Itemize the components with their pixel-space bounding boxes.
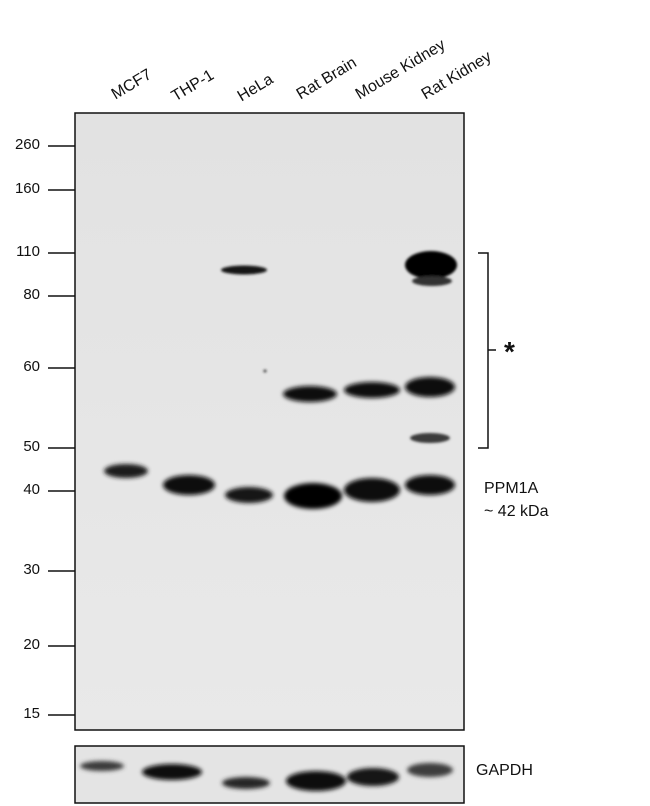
band-ns55-rat-kidney <box>405 377 455 397</box>
gapdh-bands <box>80 761 453 791</box>
gapdh-label: GAPDH <box>476 762 533 779</box>
mw-label-15: 15 <box>23 705 40 722</box>
main-membrane <box>74 112 465 731</box>
band-ns55-rat-brain <box>283 386 337 402</box>
mw-label-50: 50 <box>23 438 40 455</box>
band-gapdh-mouse-kidney <box>347 768 399 786</box>
mw-label-260: 260 <box>14 136 40 153</box>
mw-label-110: 110 <box>16 243 40 260</box>
mw-label-160: 160 <box>14 180 40 197</box>
ppm1a-bands <box>104 464 455 509</box>
gapdh-membrane <box>74 745 465 804</box>
band-gapdh-hela <box>222 777 270 789</box>
mw-label-80: 80 <box>23 286 40 303</box>
band-ppm1a-mouse-kidney <box>344 478 400 502</box>
target-size-label: ~ 42 kDa <box>484 503 549 520</box>
band-ppm1a-thp1 <box>163 475 215 495</box>
band-gapdh-mcf7 <box>80 761 124 771</box>
band-ns50-rat-kidney <box>410 433 450 443</box>
mw-label-20: 20 <box>23 636 40 653</box>
band-ppm1a-hela <box>225 487 273 503</box>
mw-ticks <box>48 145 75 716</box>
mw-label-40: 40 <box>23 481 40 498</box>
band-gapdh-rat-brain <box>286 771 346 791</box>
mw-label-30: 30 <box>23 561 40 578</box>
band-gapdh-thp1 <box>142 764 202 780</box>
band-ppm1a-rat-kidney <box>405 475 455 495</box>
band-gapdh-rat-kidney <box>407 763 453 777</box>
band-ns100-hela <box>221 265 267 275</box>
band-ns100b-rat-kidney <box>412 276 452 286</box>
nonspecific-bands-other <box>221 251 457 443</box>
nonspecific-asterisk: * <box>504 336 515 367</box>
band-ppm1a-rat-brain <box>284 483 342 509</box>
nonspecific-bracket <box>478 252 496 449</box>
band-ppm1a-mcf7 <box>104 464 148 478</box>
speck <box>263 369 267 373</box>
target-name-label: PPM1A <box>484 480 539 497</box>
band-ns100-rat-kidney <box>405 251 457 279</box>
nonspecific-bands-55 <box>283 377 455 402</box>
mw-label-60: 60 <box>23 358 40 375</box>
band-ns55-mouse-kidney <box>344 382 400 398</box>
